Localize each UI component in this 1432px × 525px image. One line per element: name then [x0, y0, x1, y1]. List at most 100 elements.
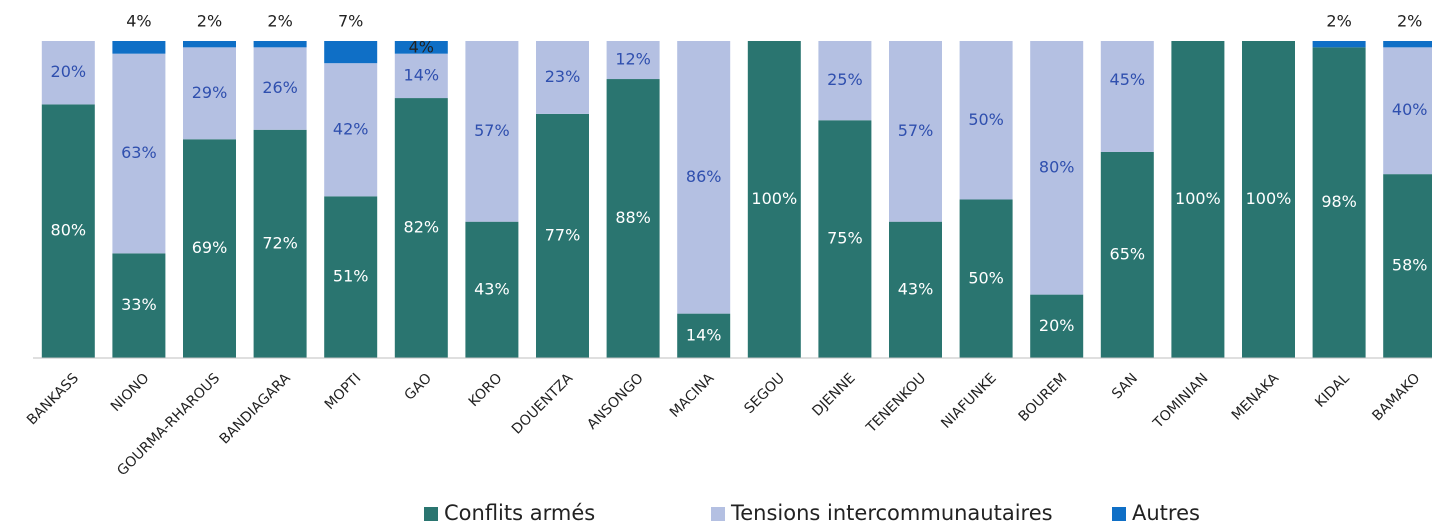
- bar-segment: [183, 47, 236, 140]
- x-tick-label: KORO: [466, 370, 506, 410]
- bar-segment: [536, 41, 589, 114]
- x-tick-label: DJENNE: [809, 370, 858, 419]
- bar-segment: [677, 313, 731, 358]
- bar-segment: [253, 129, 307, 358]
- bar-segment: [253, 47, 307, 130]
- x-tick-label: TENENKOU: [863, 370, 929, 436]
- bar-segment: [41, 104, 95, 359]
- data-label: 69%: [192, 238, 228, 257]
- bar-segment: [465, 221, 519, 358]
- bar-segment: [1383, 41, 1432, 48]
- x-tick-label: DOUENTZA: [509, 370, 577, 438]
- data-label: 4%: [409, 38, 434, 57]
- data-label: 2%: [1397, 12, 1422, 31]
- x-tick-label: BANKASS: [24, 370, 82, 428]
- data-label: 72%: [262, 233, 298, 252]
- bar-segment: [959, 41, 1013, 200]
- data-label: 2%: [197, 12, 222, 31]
- data-label: 57%: [474, 121, 510, 140]
- x-tick-label: NIONO: [108, 370, 153, 415]
- bar-segment: [1030, 41, 1084, 295]
- data-label: 43%: [898, 279, 934, 298]
- x-tick-label: BAMAKO: [1369, 370, 1423, 424]
- bar-segment: [112, 41, 166, 54]
- bar-segment: [606, 41, 660, 80]
- data-label: 77%: [545, 225, 581, 244]
- bar-segment: [959, 199, 1013, 358]
- x-tick-label: SAN: [1109, 370, 1141, 402]
- legend-label: Tensions intercommunautaires: [730, 501, 1053, 525]
- bar-segment: [465, 41, 519, 222]
- bar-segment: [1312, 41, 1366, 48]
- data-label: 2%: [267, 12, 292, 31]
- bar-segment: [677, 41, 731, 314]
- data-label: 82%: [404, 218, 440, 237]
- data-label: 14%: [686, 325, 722, 344]
- x-tick-label: BOUREM: [1016, 370, 1071, 425]
- bar-segment: [183, 139, 236, 358]
- data-label: 7%: [338, 12, 363, 31]
- bar-segment: [606, 79, 660, 358]
- legend-swatch: [711, 507, 725, 521]
- data-label: 57%: [898, 121, 934, 140]
- data-label: 100%: [751, 189, 797, 208]
- bar-segment: [1171, 41, 1225, 358]
- legend-label: Autres: [1132, 501, 1200, 525]
- bar-segment: [324, 41, 378, 64]
- x-tick-label: MACINA: [667, 370, 718, 421]
- bar-segment: [253, 41, 307, 48]
- x-tick-label: ANSONGO: [584, 370, 646, 432]
- bar-segment: [112, 53, 166, 254]
- data-label: 100%: [1175, 189, 1221, 208]
- legend-swatch: [424, 507, 438, 521]
- data-label: 50%: [968, 268, 1004, 287]
- data-label: 2%: [1326, 12, 1351, 31]
- data-label: 4%: [126, 12, 151, 31]
- x-tick-label: TOMINIAN: [1150, 370, 1212, 432]
- data-label: 75%: [827, 229, 863, 248]
- bar-segment: [536, 113, 589, 358]
- data-label: 86%: [686, 167, 722, 186]
- x-tick-label: GAO: [402, 370, 435, 403]
- x-tick-label: KIDAL: [1312, 370, 1353, 411]
- data-label: 43%: [474, 279, 510, 298]
- data-label: 12%: [615, 50, 651, 69]
- plot-area: [41, 41, 1432, 359]
- legend-label: Conflits armés: [444, 501, 595, 525]
- bar-segment: [889, 221, 942, 358]
- bar-segment: [394, 98, 448, 358]
- data-label: 58%: [1392, 256, 1428, 275]
- bar-segment: [1100, 151, 1154, 358]
- data-label: 20%: [1039, 316, 1075, 335]
- x-tick-label: NIAFUNKE: [938, 370, 1000, 432]
- bar-segment: [818, 41, 872, 121]
- data-label: 80%: [51, 221, 87, 240]
- x-tick-label: MENAKA: [1229, 370, 1283, 424]
- bar-segment: [41, 41, 95, 105]
- data-label: 63%: [121, 143, 157, 162]
- bar-segment: [394, 53, 448, 99]
- bar-segment: [1030, 294, 1084, 358]
- data-label: 51%: [333, 267, 369, 286]
- bar-segment: [889, 41, 942, 222]
- data-label: 40%: [1392, 100, 1428, 119]
- data-label: 23%: [545, 67, 581, 86]
- bar-segment: [1312, 47, 1366, 359]
- data-label: 33%: [121, 295, 157, 314]
- bar-segment: [1383, 174, 1432, 358]
- bar-segment: [1383, 47, 1432, 175]
- legend-swatch: [1112, 507, 1126, 521]
- data-label: 88%: [615, 208, 651, 227]
- data-label: 50%: [968, 110, 1004, 129]
- bar-segment: [183, 41, 236, 48]
- bar-segment: [324, 63, 378, 197]
- data-label: 25%: [827, 70, 863, 89]
- data-label: 65%: [1110, 244, 1146, 263]
- data-label: 100%: [1246, 189, 1292, 208]
- data-label: 80%: [1039, 157, 1075, 176]
- data-label: 98%: [1321, 192, 1357, 211]
- data-label: 26%: [262, 78, 298, 97]
- bar-segment: [818, 120, 872, 358]
- data-label: 42%: [333, 119, 369, 138]
